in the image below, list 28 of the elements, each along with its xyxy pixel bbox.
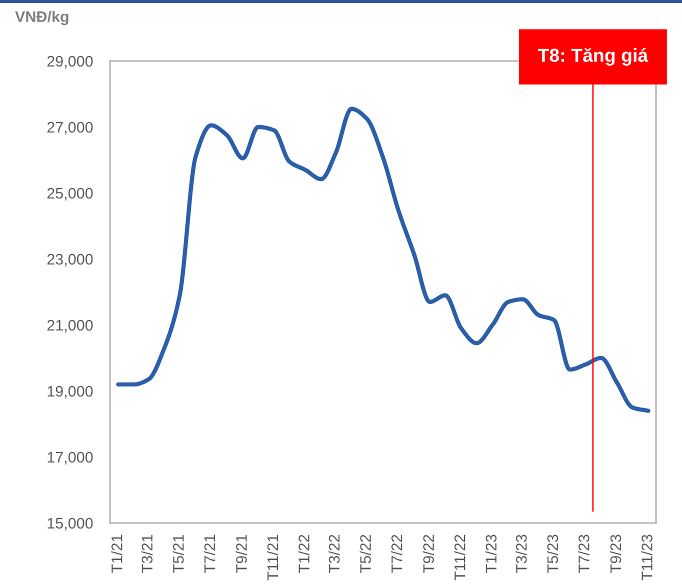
x-tick-label: T3/21 <box>141 534 153 573</box>
ref-line-label: T8: Tăng giá <box>538 48 648 66</box>
y-tick-label: 29,000 <box>47 56 93 68</box>
y-axis-title: VNĐ/kg <box>15 10 68 26</box>
x-tick-label: T9/22 <box>422 534 434 573</box>
x-tick-label: T3/22 <box>328 534 340 573</box>
x-tick-label: T11/23 <box>641 534 652 580</box>
x-tick-label: T7/21 <box>204 534 216 573</box>
x-tick-label: T3/23 <box>516 534 527 573</box>
x-tick-label: T5/21 <box>172 534 184 573</box>
y-tick-label: 21,000 <box>47 320 93 332</box>
y-tick-label: 23,000 <box>47 254 93 266</box>
y-tick-label: 17,000 <box>48 452 93 464</box>
y-tick-label: 19,000 <box>48 386 93 398</box>
x-tick-label: T9/23 <box>610 534 622 573</box>
y-tick-label: 15,000 <box>48 518 93 530</box>
x-tick-label: T11/22 <box>454 534 466 580</box>
x-tick-label: T7/22 <box>391 534 402 573</box>
x-tick-label: T1/21 <box>111 534 122 573</box>
y-tick-label: 25,000 <box>47 188 93 200</box>
x-tick-label: T9/21 <box>236 534 247 573</box>
x-tick-label: T11/21 <box>266 534 278 580</box>
x-tick-label: T1/22 <box>298 534 310 573</box>
x-tick-label: T7/23 <box>578 534 590 573</box>
x-tick-label: T5/22 <box>360 534 371 573</box>
x-tick-label: T5/23 <box>546 534 558 573</box>
x-tick-label: T1/23 <box>485 534 497 573</box>
y-tick-label: 27,000 <box>47 122 93 134</box>
